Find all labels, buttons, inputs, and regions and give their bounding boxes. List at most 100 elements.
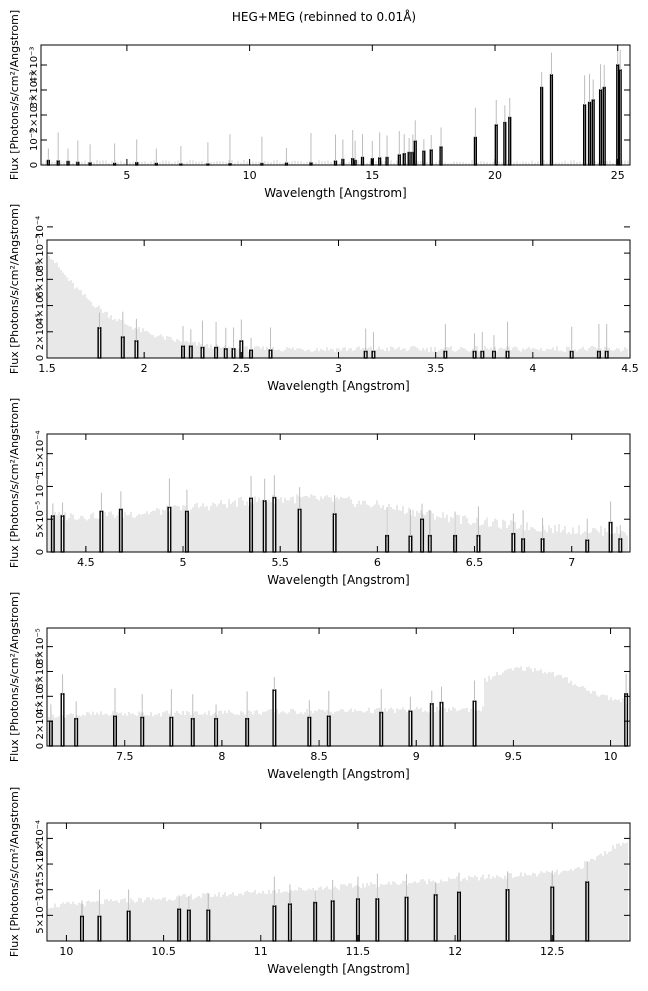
x-axis-label: Wavelength [Angstrom] (267, 767, 409, 781)
line-bar (333, 160, 338, 166)
y-tick-label: 4×10⁻⁵ (35, 287, 46, 324)
line-bar (351, 158, 355, 166)
x-axis-label: Wavelength [Angstrom] (267, 379, 409, 393)
line-bar (624, 693, 629, 747)
line-bar (268, 349, 273, 359)
y-tick-label: 6×10⁻⁵ (35, 653, 46, 690)
line-bar (79, 915, 84, 942)
x-tick-label: 20 (488, 169, 502, 182)
y-tick-label: 10⁻⁴ (35, 475, 46, 497)
line-bar (355, 898, 360, 942)
y-tick-label: 2×10⁻⁵ (35, 703, 46, 740)
x-tick-label: 8 (218, 750, 225, 763)
x-tick-label: 11 (254, 945, 268, 958)
x-tick-label: 5.5 (271, 556, 289, 569)
x-tick-label: 15 (365, 169, 379, 182)
y-axis-label: Flux [Photons/s/cm²/Angstrom] (8, 10, 21, 180)
line-bar (429, 703, 434, 747)
line-bar (582, 104, 587, 166)
continuum-texture (48, 256, 628, 358)
x-tick-label: 6.5 (466, 556, 484, 569)
continuum-texture (48, 842, 628, 941)
line-bar (272, 905, 277, 942)
y-tick-label: 4×10⁻⁵ (35, 678, 46, 715)
line-bar (616, 64, 620, 166)
line-bar (433, 894, 438, 942)
plot-frame (40, 44, 631, 166)
y-tick-label: 10⁻³ (29, 129, 40, 151)
line-bar (569, 350, 574, 359)
line-bar (550, 886, 555, 942)
continuum-texture (48, 494, 628, 552)
line-bar (591, 99, 595, 166)
line-bar (360, 156, 365, 166)
line-bar (378, 157, 382, 166)
x-tick-label: 10 (604, 750, 618, 763)
line-bar (140, 716, 145, 747)
y-tick-label: 10⁻⁴ (35, 879, 46, 901)
line-bar (427, 534, 432, 553)
line-bar (503, 121, 507, 166)
line-bar (363, 350, 368, 359)
line-bar (74, 717, 79, 747)
x-tick-label: 4.5 (77, 556, 95, 569)
y-tick-label: 4×10⁻³ (29, 47, 40, 84)
line-bar (480, 350, 485, 359)
x-axis-label: Wavelength [Angstrom] (267, 962, 409, 976)
line-bar (231, 348, 236, 359)
line-bar (439, 146, 443, 166)
line-bar (602, 86, 606, 166)
chart-panel-5: 10 10.5 11 11.5 12 12.5 5×10⁻⁵10⁻⁴1.5×10⁻⁴2×10… (8, 787, 631, 976)
x-tick-label: 5 (123, 169, 130, 182)
y-tick-label: 2×10⁻⁵ (35, 313, 46, 350)
x-tick-label: 10.5 (151, 945, 176, 958)
line-bar (272, 496, 277, 553)
continuum-texture (48, 666, 628, 746)
y-tick-label: 0 (35, 355, 46, 361)
x-axis-label: Wavelength [Angstrom] (267, 573, 409, 587)
x-tick-label: 4 (529, 362, 536, 375)
x-tick-label: 2.5 (233, 362, 251, 375)
x-tick-label: 4.5 (621, 362, 639, 375)
line-bar (505, 350, 510, 359)
y-tick-label: 0 (29, 162, 40, 168)
line-bar (429, 149, 433, 166)
y-tick-label: 1.5×10⁻⁴ (35, 431, 46, 477)
x-axis-label: Wavelength [Angstrom] (264, 186, 406, 200)
x-tick-label: 12.5 (540, 945, 565, 958)
x-tick-label: 2 (141, 362, 148, 375)
line-bar (408, 535, 413, 553)
line-bar (297, 508, 302, 553)
x-tick-label: 9 (413, 750, 420, 763)
x-tick-label: 7 (568, 556, 575, 569)
line-bar (214, 346, 219, 359)
plot-frame (46, 822, 631, 942)
x-tick-label: 11.5 (346, 945, 371, 958)
line-bar (200, 346, 205, 359)
y-tick-label: 6×10⁻⁵ (35, 261, 46, 298)
y-tick-label: 3×10⁻³ (29, 72, 40, 109)
line-bar (214, 717, 219, 747)
y-tick-label: 2×10⁻³ (29, 97, 40, 134)
y-tick-label: 5×10⁻⁵ (35, 501, 46, 538)
line-bar (549, 74, 554, 166)
line-bar (46, 159, 50, 166)
x-tick-label: 8.5 (310, 750, 328, 763)
y-axis-label: Flux [Photons/s/cm²/Angstrom] (8, 592, 21, 762)
y-tick-label: 8×10⁻⁵ (35, 235, 46, 272)
y-axis-label: Flux [Photons/s/cm²/Angstrom] (8, 787, 21, 957)
line-bar (272, 689, 277, 747)
line-bar (473, 136, 477, 166)
line-bar (134, 340, 139, 359)
y-axis-label: Flux [Photons/s/cm²/Angstrom] (8, 204, 21, 374)
line-bar (223, 348, 228, 359)
chart-panel-4: 7.5 8 8.5 9 9.5 10 0 2×10⁻⁵4×10⁻⁵6×10⁻⁵8×10⁻⁵ Wa… (8, 592, 631, 781)
x-tick-label: 3.5 (427, 362, 445, 375)
x-tick-label: 9.5 (505, 750, 523, 763)
line-bar (494, 124, 498, 166)
x-tick-label: 7.5 (116, 750, 134, 763)
line-bar (508, 116, 512, 166)
line-bar (540, 86, 544, 166)
plot-frame (46, 433, 631, 553)
